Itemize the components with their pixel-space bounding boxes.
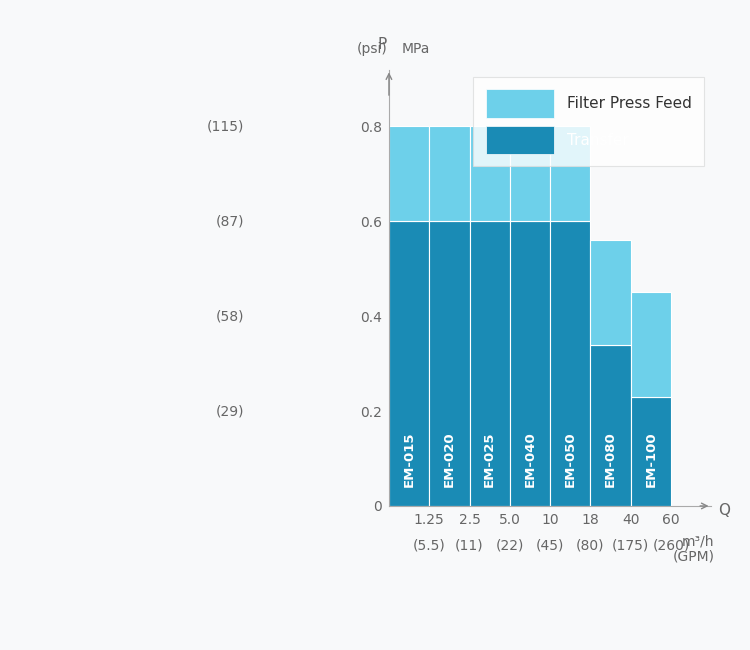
Text: (29): (29) <box>215 404 244 418</box>
Bar <box>510 221 550 506</box>
Text: (175): (175) <box>612 539 650 552</box>
Text: (11): (11) <box>455 539 484 552</box>
Text: EM-080: EM-080 <box>604 431 617 487</box>
Bar <box>389 221 429 506</box>
Bar <box>470 127 510 221</box>
Bar <box>429 127 470 221</box>
Bar <box>389 127 429 221</box>
Text: EM-050: EM-050 <box>564 432 577 487</box>
Text: P: P <box>378 37 387 52</box>
Text: (45): (45) <box>536 539 564 552</box>
Text: (80): (80) <box>576 539 604 552</box>
Bar <box>510 127 550 221</box>
Bar <box>470 221 510 506</box>
Text: EM-100: EM-100 <box>644 432 658 487</box>
Text: EM-020: EM-020 <box>443 432 456 487</box>
Text: (115): (115) <box>206 120 244 133</box>
Text: (58): (58) <box>215 309 244 323</box>
Bar <box>550 221 590 506</box>
Text: EM-025: EM-025 <box>483 432 496 487</box>
Text: EM-015: EM-015 <box>403 432 416 487</box>
Text: (psi): (psi) <box>357 42 388 57</box>
Text: (GPM): (GPM) <box>673 550 715 564</box>
Legend: Filter Press Feed, Transfer: Filter Press Feed, Transfer <box>473 77 704 166</box>
Text: (260): (260) <box>652 539 690 552</box>
Bar <box>429 221 470 506</box>
Text: Q: Q <box>718 503 730 518</box>
Text: (87): (87) <box>215 214 244 228</box>
Bar <box>631 397 671 506</box>
Text: (22): (22) <box>496 539 524 552</box>
Text: m³/h: m³/h <box>682 534 715 549</box>
Bar <box>550 127 590 221</box>
Text: (5.5): (5.5) <box>413 539 446 552</box>
Bar <box>590 344 631 506</box>
Bar <box>631 292 671 397</box>
Text: EM-040: EM-040 <box>524 431 536 487</box>
Bar <box>590 240 631 344</box>
Text: MPa: MPa <box>402 42 430 57</box>
